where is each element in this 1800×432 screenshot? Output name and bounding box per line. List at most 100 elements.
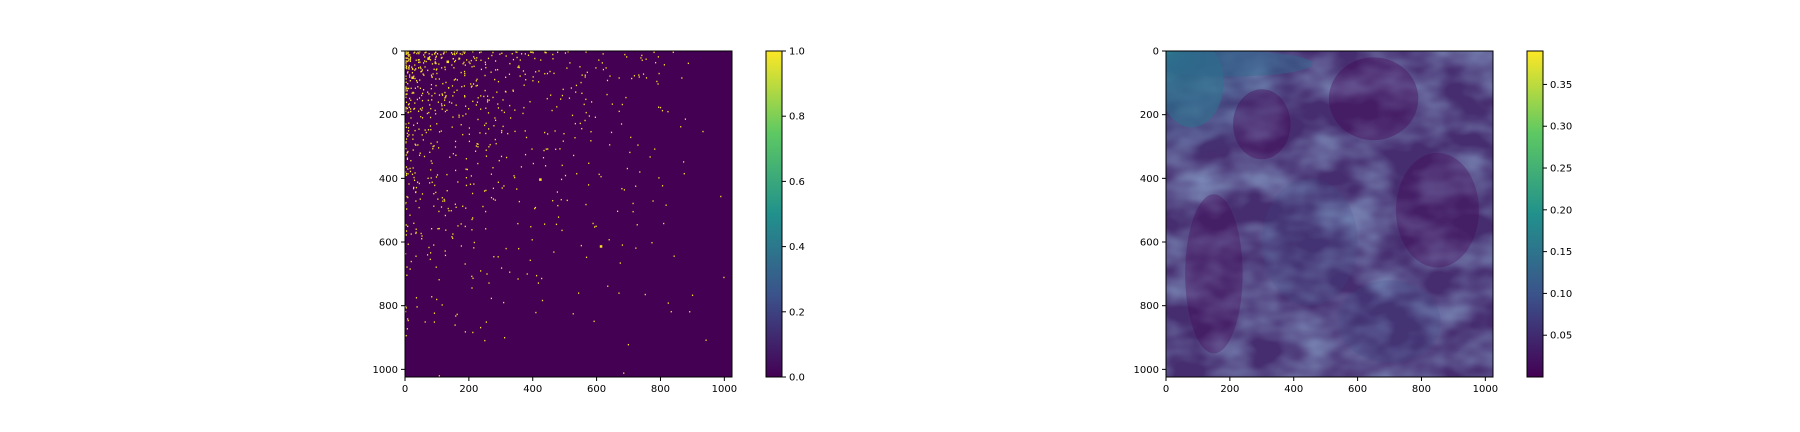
heatmap-left-x-axis: 0 200 400 600 800 1000 [402, 377, 737, 395]
heatmap-left-point [421, 238, 423, 240]
heatmap-left-point [434, 92, 436, 95]
heatmap-left-point [445, 229, 447, 231]
heatmap-left-point [412, 68, 414, 71]
heatmap-left-point [476, 142, 478, 145]
heatmap-left-point [661, 185, 664, 187]
heatmap-left-point [408, 55, 410, 57]
heatmap-left-point [423, 54, 425, 56]
heatmap-left-point [430, 87, 432, 90]
heatmap-left-point [505, 55, 507, 57]
heatmap-left-point [610, 131, 613, 134]
heatmap-left-point [512, 89, 514, 91]
heatmap-left-point [476, 101, 479, 103]
heatmap-left-point [405, 141, 407, 143]
heatmap-left-point [485, 210, 487, 213]
heatmap-left-point [411, 67, 414, 70]
heatmap-left-point [444, 200, 446, 202]
heatmap-left-point [440, 130, 442, 132]
heatmap-left-point [473, 65, 475, 68]
heatmap-left-point [405, 305, 407, 308]
heatmap-left-point [405, 51, 407, 53]
heatmap-left-point [576, 172, 578, 175]
heatmap-left-point [626, 56, 628, 58]
colorbar-tick-label: 0.8 [789, 112, 805, 123]
heatmap-left-point [407, 51, 409, 54]
heatmap-left-point [414, 102, 416, 104]
heatmap-left-point [544, 223, 546, 225]
heatmap-left-point [471, 218, 473, 221]
heatmap-left-point [484, 63, 487, 66]
heatmap-left-point [581, 92, 583, 94]
heatmap-left-point [535, 274, 538, 277]
heatmap-left-point [405, 96, 407, 99]
heatmap-left-point [462, 115, 464, 117]
heatmap-left-point [443, 52, 445, 55]
heatmap-left-point [421, 99, 424, 102]
heatmap-left-point [547, 148, 549, 150]
heatmap-left-point [543, 149, 545, 152]
heatmap-left-point [475, 80, 477, 82]
heatmap-left-point [468, 61, 470, 63]
heatmap-left-point [429, 258, 431, 261]
heatmap-left-point [435, 191, 437, 194]
heatmap-left-point [680, 126, 682, 128]
heatmap-left-point [627, 343, 630, 346]
heatmap-left-point [409, 56, 412, 58]
heatmap-left-point [423, 155, 426, 158]
heatmap-left-point [473, 56, 475, 58]
heatmap-left-point [503, 111, 505, 114]
heatmap-left-point [490, 297, 492, 300]
heatmap-left-point [635, 185, 637, 187]
heatmap-left-point [552, 53, 554, 56]
heatmap-left-point [492, 187, 495, 190]
heatmap-left-point [418, 182, 420, 185]
colorbar-right-ticks: 0.05 0.10 0.15 0.20 0.25 0.30 0.35 [1543, 80, 1572, 342]
heatmap-left-x-tick-label: 400 [523, 384, 542, 395]
heatmap-left-point [633, 75, 636, 77]
heatmap-left-point [435, 69, 437, 71]
heatmap-left-point [568, 97, 571, 99]
heatmap-left-point [555, 148, 557, 151]
heatmap-left-point [602, 68, 604, 71]
colorbar-tick-label: 0.2 [789, 307, 805, 318]
heatmap-left-point [532, 51, 534, 53]
heatmap-left-point [470, 86, 472, 88]
heatmap-left-point [609, 75, 611, 77]
heatmap-left-point [407, 57, 409, 59]
heatmap-left-point [454, 59, 457, 62]
heatmap-left-point [430, 160, 432, 162]
heatmap-left-point [421, 193, 424, 195]
heatmap-left-point [567, 51, 569, 53]
heatmap-left-point [452, 57, 455, 60]
heatmap-left-point [438, 63, 440, 65]
heatmap-left-point [585, 203, 587, 206]
heatmap-left-point [494, 78, 496, 81]
heatmap-left-point [516, 51, 518, 53]
heatmap-left-point [532, 52, 534, 54]
heatmap-left-point [408, 68, 410, 70]
heatmap-left-point [595, 225, 597, 227]
heatmap-left-point [408, 58, 410, 60]
heatmap-left-point [432, 73, 434, 75]
heatmap-left-point [485, 107, 487, 109]
heatmap-left-point [444, 110, 447, 113]
heatmap-left-point [497, 181, 499, 183]
heatmap-left-point [510, 117, 512, 119]
heatmap-left-point [532, 80, 534, 82]
heatmap-left-point [406, 67, 408, 70]
heatmap-right-y-tick-label: 200 [1140, 110, 1159, 121]
heatmap-left-point [405, 53, 407, 55]
heatmap-left-point [452, 95, 454, 97]
heatmap-left-point [416, 181, 419, 183]
heatmap-left-point [459, 53, 461, 55]
heatmap-left-point [431, 95, 433, 97]
heatmap-left-point [433, 321, 436, 323]
heatmap-left-point [457, 181, 459, 183]
heatmap-left-point [600, 175, 602, 178]
heatmap-left-point [494, 117, 496, 119]
heatmap-left-point [475, 104, 477, 106]
heatmap-left-point [405, 334, 407, 337]
heatmap-left-point [441, 197, 443, 199]
heatmap-left-point [663, 222, 665, 225]
heatmap-left-point [537, 282, 540, 284]
